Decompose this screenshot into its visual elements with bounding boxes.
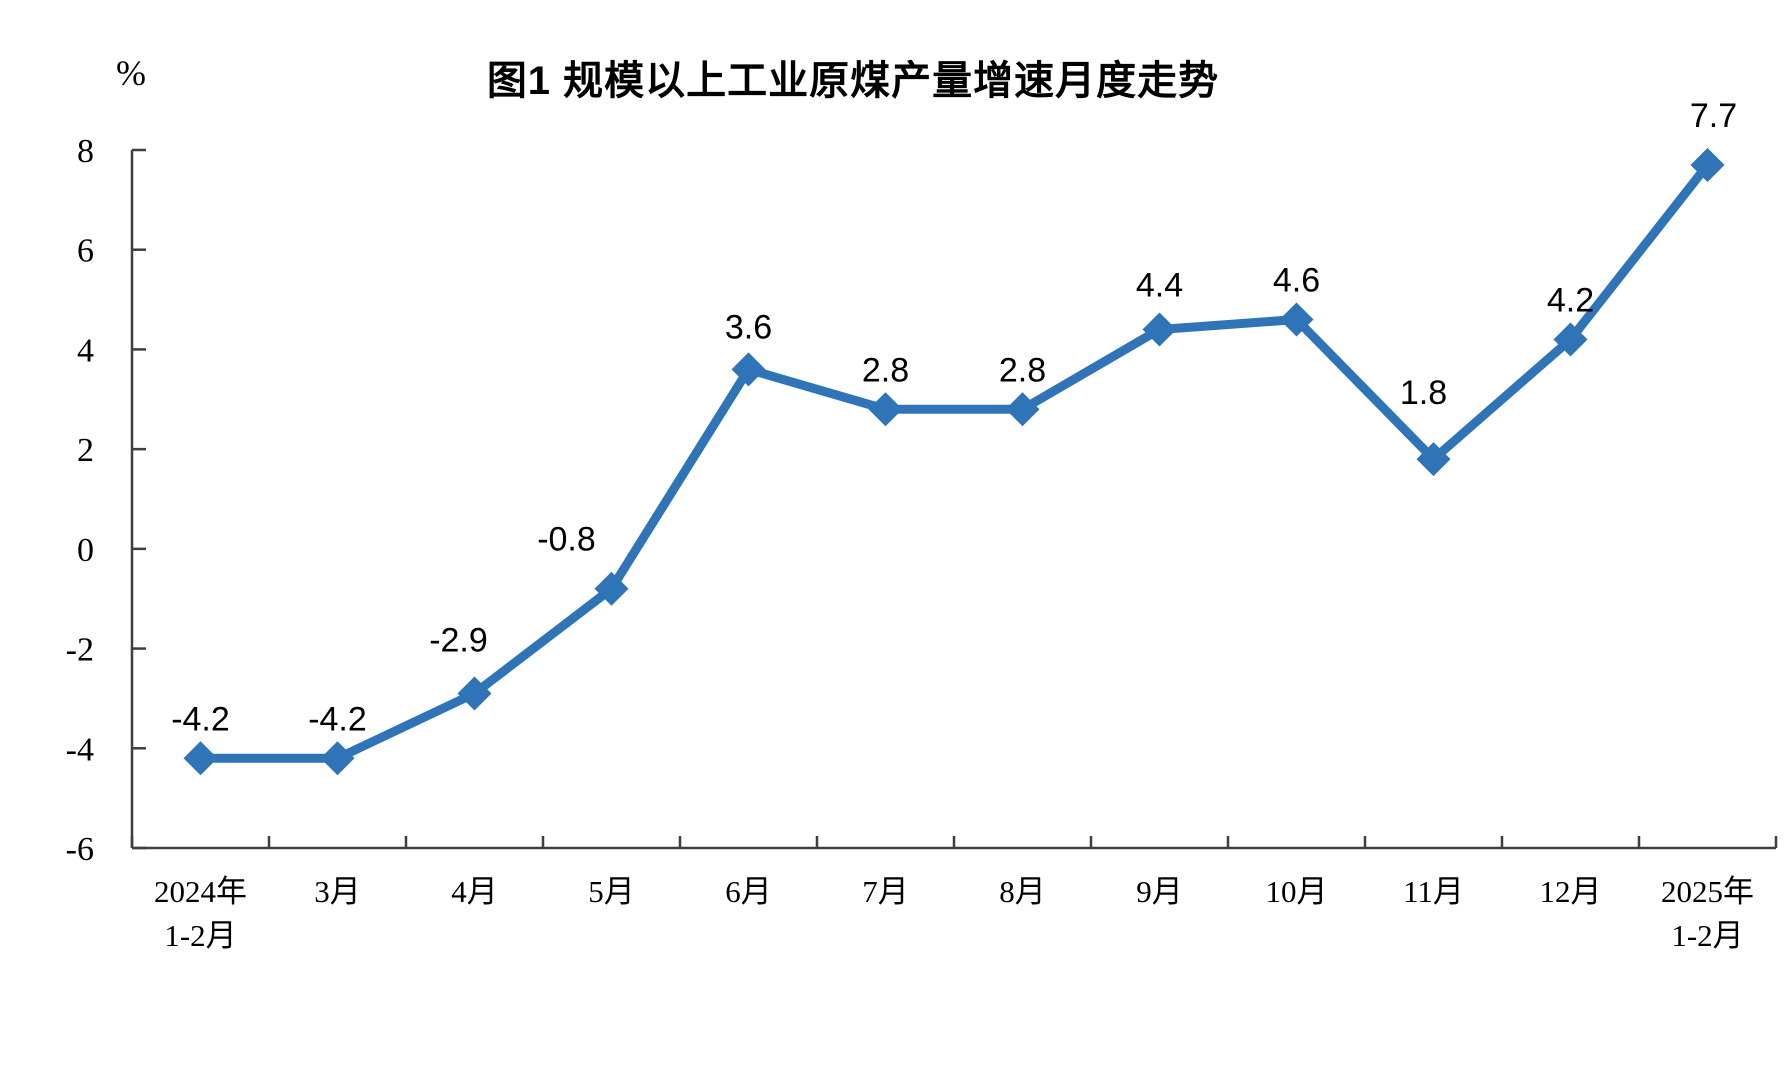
data-point-marker (1005, 392, 1040, 427)
x-axis-category-label: 11月 (1403, 874, 1464, 909)
x-axis-category-label: 9月 (1136, 874, 1183, 909)
y-axis-tick-label: -2 (66, 632, 94, 669)
data-point-label: -0.8 (537, 521, 596, 559)
data-point-label: 3.6 (725, 308, 772, 346)
data-point-label: 4.2 (1547, 281, 1594, 319)
y-axis-tick-label: 8 (77, 133, 94, 170)
y-axis-tick-label: 2 (77, 432, 94, 469)
x-axis-category-label: 2024年 (154, 874, 247, 909)
data-point-marker (868, 392, 903, 427)
y-axis-tick-label: 6 (77, 233, 94, 270)
y-axis-tick-label: 0 (77, 532, 94, 569)
data-point-label: -2.9 (429, 621, 488, 659)
data-point-marker (1416, 442, 1451, 477)
x-axis-category-label: 1-2月 (164, 918, 236, 953)
data-point-marker (1142, 312, 1177, 347)
y-axis-unit-label: % (116, 53, 146, 93)
data-point-marker (457, 676, 492, 711)
data-point-marker (183, 741, 218, 776)
data-point-marker (1553, 322, 1588, 357)
x-axis-category-label: 4月 (451, 874, 498, 909)
data-point-marker (1690, 147, 1725, 182)
y-axis-tick-label: -6 (66, 831, 94, 868)
y-axis-tick-label: 4 (77, 332, 94, 369)
data-point-marker (1279, 302, 1314, 337)
x-axis-category-label: 1-2月 (1671, 918, 1743, 953)
x-axis-category-label: 2025年 (1661, 874, 1754, 909)
data-point-marker (594, 571, 629, 606)
data-point-label: 2.8 (862, 351, 909, 389)
data-point-label: -4.2 (171, 700, 230, 738)
x-axis-category-label: 5月 (588, 874, 635, 909)
data-point-marker (731, 352, 766, 387)
x-axis-category-label: 12月 (1540, 874, 1602, 909)
data-point-label: 2.8 (999, 351, 1046, 389)
data-point-label: 4.6 (1273, 262, 1320, 300)
data-point-label: 7.7 (1690, 97, 1737, 135)
data-line (196, 160, 1712, 763)
data-point-label: 4.4 (1136, 266, 1183, 304)
x-axis-category-label: 3月 (314, 874, 361, 909)
x-axis-category-label: 10月 (1266, 874, 1328, 909)
x-axis-category-label: 6月 (725, 874, 772, 909)
x-axis-category-label: 7月 (862, 874, 909, 909)
data-point-label: -4.2 (308, 700, 367, 738)
data-point-label: 1.8 (1400, 374, 1447, 412)
chart-title: 图1 规模以上工业原煤产量增速月度走势 (486, 59, 1220, 103)
x-axis-category-label: 8月 (999, 874, 1046, 909)
y-axis-tick-label: -4 (66, 731, 94, 768)
data-point-marker (320, 741, 355, 776)
